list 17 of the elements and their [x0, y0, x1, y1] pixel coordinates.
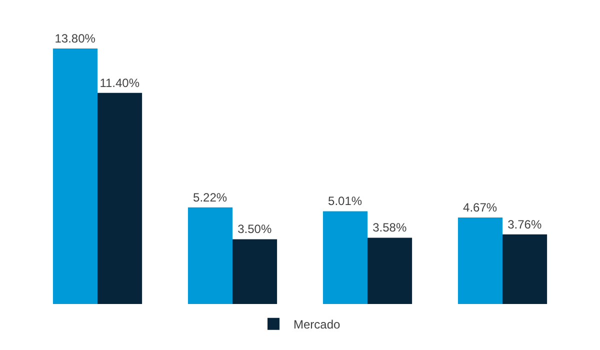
data-label: 3.50% — [238, 222, 272, 236]
bar — [502, 234, 548, 304]
bar — [368, 238, 412, 304]
data-label: 3.58% — [372, 220, 407, 235]
data-label: 4.67% — [463, 200, 498, 215]
bar — [188, 207, 232, 304]
legend-label: Mercado — [294, 318, 341, 332]
bar — [458, 218, 502, 304]
data-label: 13.80% — [54, 31, 96, 46]
data-label: 5.22% — [193, 190, 228, 204]
bar — [232, 239, 278, 304]
data-label: 5.01% — [328, 194, 362, 208]
bar — [52, 48, 98, 304]
data-label: 3.76% — [508, 217, 542, 232]
bar — [322, 211, 368, 304]
bar — [98, 92, 142, 304]
data-label: 11.40% — [100, 76, 140, 90]
